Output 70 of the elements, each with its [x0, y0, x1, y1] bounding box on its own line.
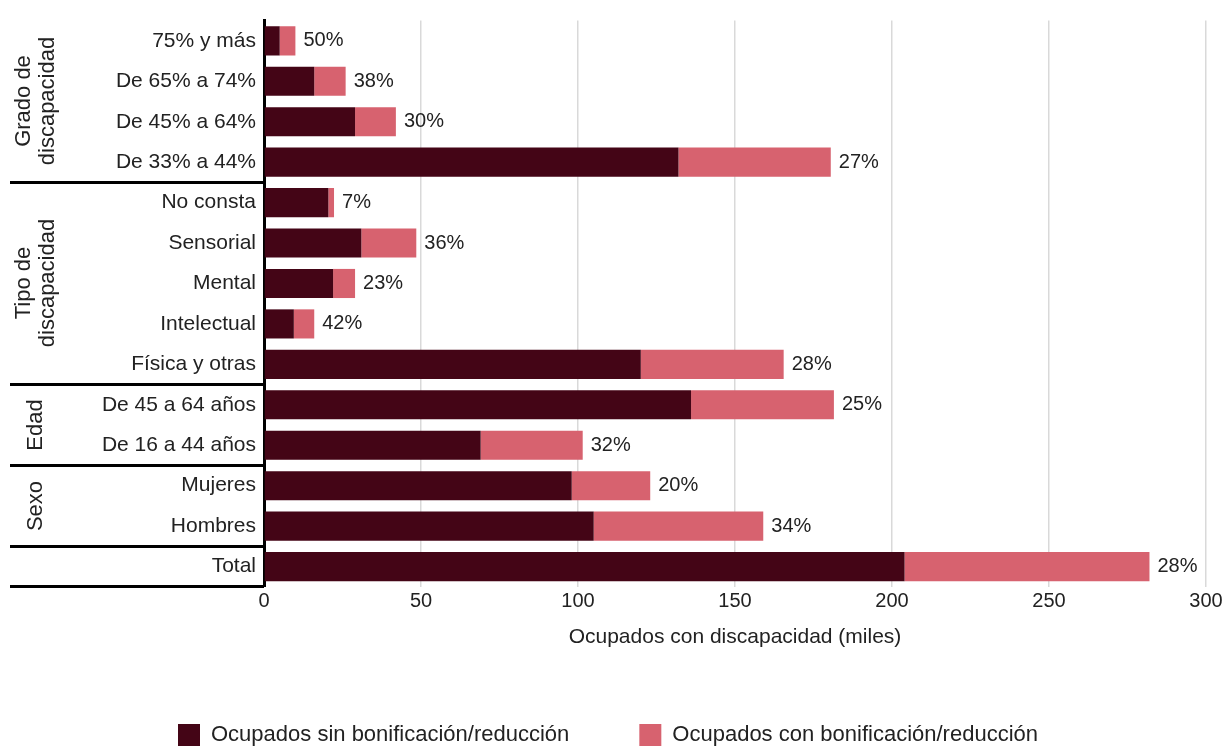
annotation: 36% — [424, 230, 465, 253]
bar — [314, 66, 346, 96]
text: Tipo de discapacidad — [10, 218, 60, 350]
x-tick-label: 200 — [875, 589, 909, 612]
y-tick-label: Sensorial — [168, 229, 256, 253]
x-axis-title: Ocupados con discapacidad (miles) — [568, 624, 902, 648]
bar — [480, 430, 583, 460]
annotation: 34% — [771, 513, 812, 536]
legend-label: Ocupados sin bonificación/reducción — [211, 721, 570, 747]
annotation: 7% — [342, 190, 372, 213]
y-tick-label: De 45% a 64% — [115, 108, 256, 132]
bar — [264, 552, 905, 582]
bar — [640, 349, 784, 379]
y-tick-label: Mujeres — [181, 472, 256, 496]
x-tick-label: 300 — [1189, 589, 1223, 612]
annotation: 50% — [303, 28, 344, 51]
annotation: 32% — [590, 432, 631, 455]
bar — [355, 107, 396, 137]
annotation: 30% — [403, 109, 445, 132]
bar — [678, 147, 831, 177]
bar — [691, 390, 834, 420]
x-tick-label: 250 — [1032, 589, 1066, 612]
y-tick-label: No consta — [161, 189, 257, 213]
annotation: 25% — [841, 392, 883, 415]
y-tick-label: Intelectual — [160, 310, 256, 334]
annotation: 27% — [838, 149, 880, 172]
bar — [264, 430, 481, 460]
annotation: 42% — [322, 311, 363, 334]
bar — [279, 26, 296, 56]
bar — [264, 188, 329, 218]
bar — [264, 349, 641, 379]
y-tick-label: Total — [211, 553, 256, 577]
annotation: 23% — [363, 270, 404, 293]
y-tick-label: 75% y más — [152, 27, 256, 51]
bar — [333, 268, 356, 299]
bar — [293, 309, 315, 339]
bar — [904, 552, 1150, 582]
y-tick-label: De 33% a 44% — [115, 148, 256, 172]
annotation: 20% — [658, 473, 699, 496]
y-tick-label: De 45 a 64 años — [101, 391, 256, 415]
bar — [264, 228, 362, 258]
annotation: 28% — [1157, 554, 1198, 577]
bar — [264, 107, 356, 137]
y-tick-label: De 16 a 44 años — [101, 432, 256, 456]
bar — [328, 188, 335, 218]
legend-label: Ocupados con bonificación/reducción — [672, 721, 1039, 747]
bar — [264, 66, 315, 96]
annotation: 38% — [353, 68, 394, 91]
bar — [264, 511, 594, 541]
bar — [264, 309, 294, 339]
y-tick-label: Física y otras — [131, 351, 256, 375]
bar — [264, 471, 572, 501]
bar — [264, 26, 280, 56]
bar — [361, 228, 417, 258]
text: Sexo — [21, 479, 48, 533]
y-tick-label: De 65% a 74% — [115, 68, 256, 92]
x-tick-label: 150 — [718, 589, 752, 612]
bar — [571, 471, 651, 501]
x-tick-label: 0 — [258, 589, 270, 612]
bar — [264, 390, 692, 420]
text: Grado de discapacidad — [10, 36, 60, 168]
annotation: 28% — [791, 351, 832, 374]
y-tick-label: Mental — [192, 270, 256, 294]
text: Edad — [21, 398, 48, 453]
x-tick-label: 50 — [409, 589, 433, 612]
bar — [264, 268, 334, 299]
bar — [593, 511, 764, 541]
x-tick-label: 100 — [561, 589, 595, 612]
y-tick-label: Hombres — [170, 512, 256, 536]
bar — [264, 147, 679, 177]
